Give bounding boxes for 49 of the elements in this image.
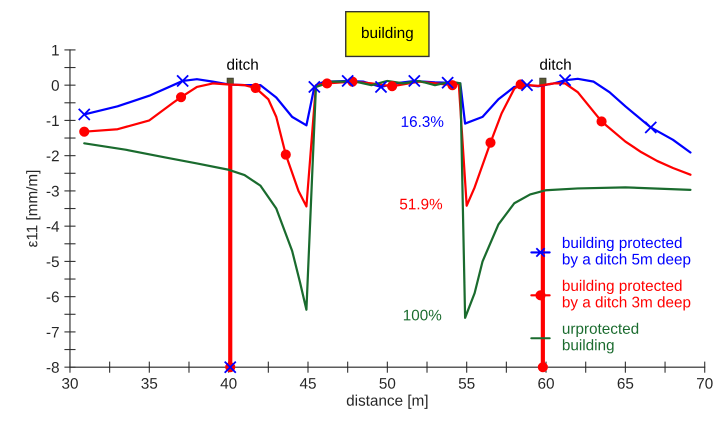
- point: [408, 74, 421, 88]
- point: [250, 82, 261, 94]
- point: [79, 126, 90, 137]
- y-axis-title: ε11 [mm/m]: [26, 170, 40, 247]
- x-tick-label: 55: [458, 378, 475, 389]
- annotation: 51.9%: [400, 198, 442, 210]
- point: [308, 80, 321, 94]
- point: [280, 150, 291, 160]
- x-tick-label: 65: [618, 378, 634, 389]
- point: [341, 74, 354, 88]
- point: [596, 116, 607, 127]
- x-tick-label: 35: [141, 378, 158, 389]
- x-tick-label: 30: [62, 378, 78, 389]
- x-tick-label: 50: [379, 378, 396, 389]
- annotation: ditch: [540, 58, 571, 70]
- point: [322, 78, 332, 88]
- point: [441, 76, 454, 90]
- x-tick-label: 40: [220, 378, 237, 389]
- y-tick-label: 1: [52, 44, 59, 56]
- point: [538, 362, 548, 372]
- y-tick-label: -7: [46, 326, 59, 338]
- y-tick-label: -1: [46, 115, 59, 126]
- point: [176, 74, 190, 88]
- y-tick-label: -6: [46, 292, 59, 302]
- point: [374, 80, 388, 94]
- x-axis-title: distance [m]: [346, 394, 428, 409]
- y-tick-label: 0: [52, 80, 59, 91]
- point: [387, 81, 398, 92]
- legend-label: building protected by a ditch 5m deep: [562, 236, 690, 268]
- point: [176, 92, 186, 102]
- y-tick-label: -4: [46, 221, 60, 232]
- annotation: ditch: [227, 58, 258, 70]
- y-tick-label: -3: [46, 186, 59, 197]
- point: [78, 108, 91, 121]
- x-tick-label: 60: [538, 378, 554, 389]
- legend-label: building protected by a ditch 3m deep: [562, 280, 690, 310]
- y-tick-label: -2: [46, 150, 59, 162]
- point: [520, 78, 534, 92]
- point: [558, 74, 572, 87]
- text: building: [362, 26, 413, 42]
- point: [644, 121, 658, 134]
- x-tick-label: 70: [697, 378, 713, 389]
- y-tick-label: -5: [46, 256, 59, 268]
- annotation: 100%: [404, 310, 442, 321]
- x-tick-label: 45: [300, 378, 316, 389]
- y-tick-label: -8: [46, 362, 59, 373]
- point: [485, 138, 496, 148]
- legend-label: urprotected building: [562, 322, 638, 354]
- annotation: 16.3%: [402, 116, 444, 127]
